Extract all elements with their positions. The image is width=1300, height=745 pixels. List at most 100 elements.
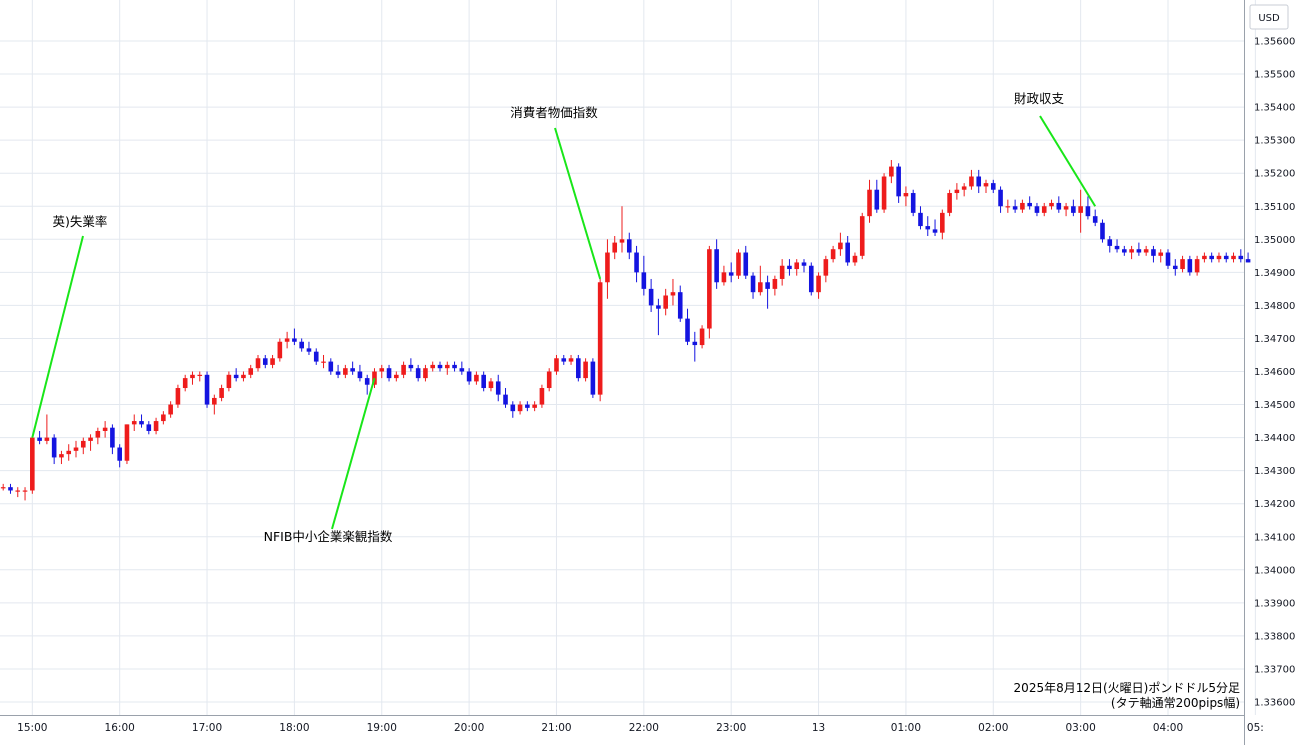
candle-body: [1129, 249, 1134, 253]
annotation-label: NFIB中小企業楽観指数: [264, 529, 393, 544]
candle-body: [787, 265, 792, 270]
candle-body: [954, 189, 960, 194]
candle-body: [255, 358, 261, 369]
candle-body: [750, 275, 756, 293]
candle-body: [197, 374, 203, 377]
time-tick-label: 04:00: [1153, 722, 1183, 734]
time-axis[interactable]: 15:00 16:00 17:00 18:00 19:00 20:00 21:00 22:00…: [17, 722, 1264, 734]
price-tick-label: 1.34300: [1254, 466, 1295, 477]
candle-body: [546, 371, 552, 389]
candle-body: [37, 437, 42, 441]
time-tick-label: 21:00: [541, 722, 571, 734]
candle-body: [357, 371, 363, 379]
price-axis[interactable]: 1.35600 1.35500 1.35400 1.35300 1.35200 1.351…: [1254, 37, 1295, 709]
candle-body: [976, 176, 982, 187]
candle-body: [874, 189, 880, 210]
candle-body: [510, 404, 516, 412]
candle-body: [532, 404, 537, 408]
candle-body: [554, 358, 559, 372]
candle-body: [1056, 202, 1062, 210]
candle-body: [1049, 202, 1054, 207]
candle-body: [685, 318, 690, 342]
candle-body: [1187, 259, 1193, 273]
candle-body: [1209, 255, 1214, 260]
candle-body: [22, 490, 28, 492]
price-tick-label: 1.35300: [1254, 136, 1295, 147]
candle-body: [1143, 249, 1149, 253]
time-tick-label: 03:00: [1066, 722, 1096, 734]
currency-label-box[interactable]: [1249, 4, 1289, 30]
candle-body: [1194, 259, 1200, 273]
candle-body: [794, 262, 800, 270]
candle-body: [1216, 255, 1222, 260]
annotation-label: 英)失業率: [53, 214, 108, 229]
candle-body: [728, 272, 734, 276]
candle-body: [95, 430, 101, 438]
candle-body: [648, 288, 654, 306]
candle-body: [670, 292, 676, 296]
candle-body: [583, 361, 588, 379]
candle-body: [1122, 249, 1127, 253]
time-tick-label: 20:00: [454, 722, 484, 734]
chart-footnote-line1: 2025年8月12日(火曜日)ポンドドル5分足: [1014, 681, 1240, 695]
candle-body: [1078, 206, 1083, 213]
candle-body: [452, 364, 457, 369]
candle-body: [44, 437, 50, 441]
candle-body: [226, 374, 232, 389]
candle-body: [656, 305, 661, 309]
candle-body: [889, 166, 894, 177]
candle-body: [721, 272, 727, 283]
candle-body: [1107, 239, 1113, 246]
price-tick-label: 1.35200: [1254, 169, 1295, 180]
candle-body: [306, 348, 312, 352]
price-tick-label: 1.34700: [1254, 334, 1295, 345]
candle-body: [859, 216, 865, 256]
candle-body: [1020, 202, 1025, 210]
annotation-pointer-line: [31, 235, 84, 438]
candle-body: [808, 265, 814, 293]
candle-body: [830, 249, 836, 260]
candle-body: [932, 229, 938, 233]
price-tick-label: 1.35000: [1254, 235, 1295, 246]
candle-body: [1005, 206, 1011, 208]
candle-body: [1071, 206, 1076, 213]
price-tick-label: 1.34100: [1254, 532, 1295, 543]
price-tick-label: 1.33600: [1254, 698, 1295, 709]
candle-body: [423, 368, 428, 379]
candle-body: [525, 404, 530, 408]
price-tick-label: 1.34400: [1254, 433, 1295, 444]
price-tick-label: 1.33800: [1254, 631, 1295, 642]
candle-body: [1085, 206, 1091, 217]
candle-body: [350, 368, 355, 372]
candle-body: [1114, 245, 1120, 250]
candle-body: [736, 252, 741, 276]
candle-body: [168, 404, 173, 415]
candle-body: [379, 368, 385, 372]
candle-body: [15, 490, 21, 492]
time-tick-label: 19:00: [367, 722, 397, 734]
candle-body: [335, 371, 341, 375]
price-tick-label: 1.35100: [1254, 202, 1295, 213]
candle-body: [394, 374, 399, 379]
price-tick-label: 1.35600: [1254, 37, 1295, 48]
candle-body: [1034, 206, 1040, 213]
annotation-pointer-line: [331, 377, 376, 530]
currency-label[interactable]: USD: [1258, 13, 1280, 24]
grid-lines: [0, 0, 1256, 715]
candle-body: [641, 272, 647, 289]
candle-body: [73, 447, 79, 451]
annotation-label: 財政収支: [1014, 91, 1065, 106]
candle-body: [823, 259, 829, 276]
candle-body: [925, 226, 931, 230]
candle-body: [692, 341, 698, 346]
candle-body: [146, 424, 152, 431]
candle-body: [262, 358, 268, 365]
candle-body: [248, 368, 254, 375]
price-tick-label: 1.34800: [1254, 301, 1295, 312]
candle-body: [969, 176, 974, 187]
time-tick-label: 22:00: [629, 722, 659, 734]
candle-body: [961, 186, 967, 190]
time-tick-label: 05:: [1247, 722, 1264, 734]
time-tick-label: 16:00: [105, 722, 135, 734]
